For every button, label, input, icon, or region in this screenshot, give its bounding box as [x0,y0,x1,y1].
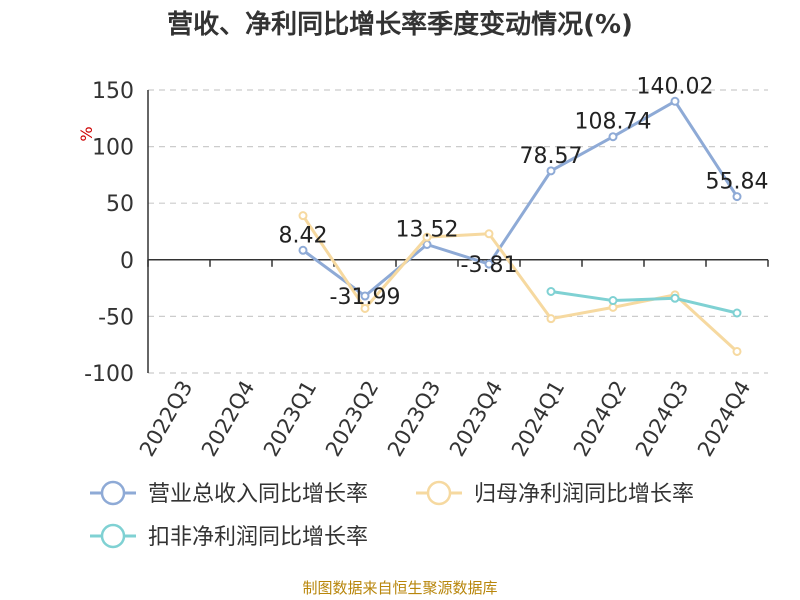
y-tick-label: 100 [92,136,134,161]
data-point [484,229,494,239]
source-note: 制图数据来自恒生聚源数据库 [302,579,498,597]
data-point [670,96,680,106]
data-label: -3.81 [461,253,518,278]
x-tick-label: 2023Q2 [321,377,383,461]
data-label: 78.57 [520,144,583,169]
y-tick-label: 150 [92,79,134,104]
x-tick-label: 2023Q3 [383,377,445,461]
legend-marker [100,480,126,506]
data-point [360,291,370,301]
data-point [732,308,742,318]
grid-lines [148,89,768,374]
x-tick-label: 2022Q4 [197,377,259,461]
data-label: 55.84 [706,170,769,195]
series-line [301,214,739,353]
data-point [298,245,308,255]
series-lines [298,96,742,356]
x-tick-label: 2024Q4 [693,377,755,461]
data-label: 8.42 [279,223,328,248]
legend-marker [100,523,126,549]
y-axis-unit: % [77,126,96,141]
legend-label: 营业总收入同比增长率 [148,482,368,507]
data-point [670,293,680,303]
legend-label: 扣非净利润同比增长率 [148,525,368,550]
legend-label: 归母净利润同比增长率 [474,482,694,507]
data-labels: 8.42 -31.99 13.52-3.81 78.57 108.74 140.02 55.… [279,74,769,310]
data-point [360,303,370,313]
series-line [302,99,739,298]
data-point [732,346,742,356]
series-line [550,290,738,315]
data-label: 13.52 [396,217,459,242]
data-label: -31.99 [330,285,401,310]
y-tick-label: 50 [106,192,134,217]
x-tick-label: 2024Q2 [569,377,631,461]
data-point [546,166,556,176]
data-point [608,296,618,306]
data-point [732,192,742,202]
data-point [484,259,494,269]
y-tick-label: -100 [84,362,134,387]
legend-marker [426,480,452,506]
chart-title: 营收、净利同比增长率季度变动情况(%) [167,10,633,40]
y-tick-label: 0 [120,249,134,274]
x-tick-label: 2022Q3 [135,377,197,461]
x-tick-label: 2023Q1 [259,377,321,461]
data-point [298,211,308,221]
data-label: 140.02 [637,74,714,99]
data-point [608,132,618,142]
x-tick-label: 2023Q4 [445,377,507,461]
y-tick-label: -50 [98,305,134,330]
x-tick-label: 2024Q3 [631,377,693,461]
data-label: 108.74 [575,110,652,135]
data-point [546,314,556,324]
x-tick-label: 2024Q1 [507,377,569,461]
data-point [422,232,432,242]
data-point [546,286,556,296]
